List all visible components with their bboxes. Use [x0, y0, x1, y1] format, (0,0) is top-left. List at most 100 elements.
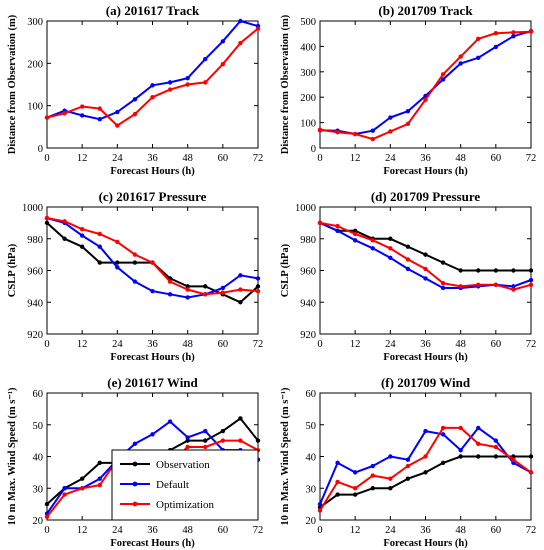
- data-point-optimization: [528, 470, 534, 475]
- data-point-optimization: [440, 425, 446, 431]
- x-tick-label: 24: [385, 153, 396, 164]
- y-tick-label: 200: [300, 93, 316, 104]
- data-point-optimization: [370, 473, 375, 478]
- data-point-observation: [493, 268, 499, 273]
- series-line-default: [319, 426, 532, 505]
- data-point-optimization: [440, 72, 446, 77]
- data-point-observation: [458, 454, 463, 459]
- data-point-optimization: [528, 29, 534, 34]
- x-tick-label: 24: [112, 339, 123, 350]
- data-point-optimization: [511, 30, 516, 35]
- x-tick-label: 60: [491, 525, 502, 536]
- x-tick-label: 36: [147, 339, 158, 350]
- data-point-default: [317, 501, 323, 507]
- data-point-optimization: [388, 129, 393, 134]
- data-point-optimization: [167, 87, 173, 92]
- x-axis-label: Forecast Hours (h): [110, 538, 195, 549]
- x-tick-label: 72: [526, 525, 537, 536]
- data-point-optimization: [255, 288, 261, 294]
- y-tick-label: 940: [27, 298, 43, 309]
- data-point-optimization: [185, 287, 190, 292]
- plot-frame: [46, 206, 259, 335]
- data-point-optimization: [220, 438, 226, 443]
- y-tick-label: 1000: [295, 203, 316, 214]
- series-line-default: [319, 30, 532, 135]
- series-line-optimization: [319, 426, 532, 512]
- data-point-default: [79, 233, 85, 238]
- data-point-default: [405, 457, 411, 462]
- data-point-observation: [255, 438, 261, 443]
- panel-f: (f) 201709 Wind 0 12 24 36 48 60 72 20 30 40 50 60 Fo…: [280, 375, 536, 549]
- x-tick-label: 48: [182, 525, 193, 536]
- data-point-default: [203, 56, 208, 62]
- y-tick-label: 40: [306, 453, 317, 464]
- data-point-default: [150, 83, 155, 88]
- x-axis-label: Forecast Hours (h): [110, 166, 195, 177]
- y-axis-label: CSLP (hPa): [7, 243, 18, 297]
- data-point-optimization: [476, 282, 481, 287]
- data-point-observation: [79, 244, 85, 249]
- data-point-optimization: [97, 231, 102, 237]
- x-tick-label: 72: [253, 153, 264, 164]
- data-point-default: [335, 460, 340, 466]
- data-point-default: [97, 117, 102, 122]
- y-tick-label: 60: [33, 389, 44, 400]
- data-point-optimization: [370, 136, 375, 142]
- data-point-observation: [255, 284, 261, 289]
- data-point-default: [238, 273, 243, 278]
- data-point-observation: [476, 268, 481, 273]
- data-point-observation: [440, 260, 446, 265]
- data-point-default: [440, 285, 446, 291]
- data-point-optimization: [167, 279, 173, 284]
- data-point-default: [511, 460, 516, 466]
- y-tick-label: 50: [33, 421, 44, 432]
- data-point-observation: [44, 220, 50, 226]
- y-axis-label: 10 m Max. Wind Speed (m s⁻¹): [7, 387, 18, 526]
- data-point-observation: [203, 438, 208, 443]
- data-point-optimization: [405, 257, 411, 262]
- y-tick-label: 980: [300, 235, 316, 246]
- panel-d: (d) 201709 Pressure 0 12 24 36 48 60 72 920 940 96…: [280, 189, 536, 363]
- data-point-default: [132, 441, 138, 446]
- y-tick-label: 60: [306, 389, 317, 400]
- data-point-observation: [203, 284, 208, 289]
- data-point-optimization: [255, 26, 261, 31]
- data-point-optimization: [79, 104, 85, 109]
- data-point-optimization: [335, 479, 340, 485]
- data-point-observation: [185, 284, 190, 289]
- x-tick-label: 24: [385, 339, 396, 350]
- y-tick-label: 0: [38, 144, 43, 155]
- data-point-optimization: [185, 444, 190, 450]
- data-point-default: [132, 97, 138, 102]
- data-point-optimization: [476, 36, 481, 41]
- data-point-observation: [405, 476, 411, 481]
- panel-b: (b) 201709 Track 0 12 24 36 48 60 72 0 100 200 300 4…: [280, 3, 536, 177]
- y-tick-label: 960: [300, 267, 316, 278]
- series-line-observation: [319, 221, 531, 272]
- data-point-observation: [352, 228, 358, 234]
- data-point-default: [220, 285, 226, 291]
- y-tick-label: 920: [300, 330, 316, 341]
- y-tick-label: 300: [27, 17, 43, 28]
- data-point-optimization: [203, 292, 208, 297]
- data-point-optimization: [440, 281, 446, 286]
- data-point-optimization: [405, 121, 411, 127]
- legend-label: Default: [156, 479, 189, 491]
- x-axis-label: Forecast Hours (h): [110, 352, 195, 363]
- data-point-observation: [388, 236, 393, 241]
- data-point-observation: [238, 300, 243, 305]
- x-tick-label: 72: [526, 153, 537, 164]
- x-tick-label: 48: [455, 153, 466, 164]
- series-line-default: [46, 20, 259, 121]
- x-tick-label: 12: [350, 525, 361, 536]
- x-tick-label: 36: [420, 153, 431, 164]
- data-point-default: [440, 77, 446, 82]
- x-axis-label: Forecast Hours (h): [383, 166, 468, 177]
- data-point-default: [370, 463, 375, 469]
- data-point-default: [97, 476, 102, 481]
- x-tick-label: 72: [253, 339, 264, 350]
- series-line-optimization: [46, 217, 259, 296]
- y-tick-label: 30: [33, 484, 44, 495]
- data-point-observation: [352, 492, 358, 497]
- x-tick-label: 48: [455, 339, 466, 350]
